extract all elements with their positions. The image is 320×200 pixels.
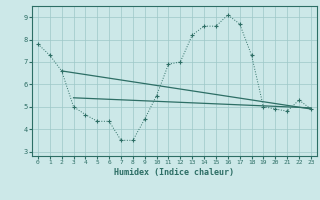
X-axis label: Humidex (Indice chaleur): Humidex (Indice chaleur) (115, 168, 234, 177)
